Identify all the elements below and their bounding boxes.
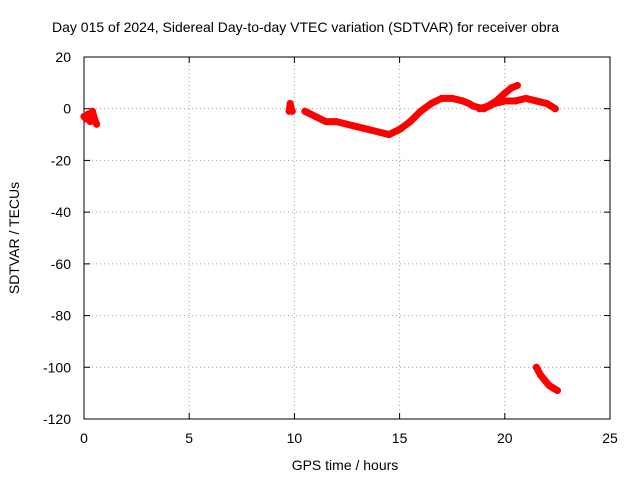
- data-point: [492, 97, 500, 105]
- grid-lines: [84, 57, 610, 419]
- data-point: [375, 128, 383, 136]
- data-point: [543, 100, 551, 108]
- data-point: [532, 97, 540, 105]
- data-point: [537, 371, 545, 379]
- y-tick-label: -40: [51, 204, 71, 220]
- x-axis-title: GPS time / hours: [292, 457, 399, 473]
- data-point: [301, 107, 309, 115]
- data-point: [448, 94, 456, 102]
- data-point: [469, 102, 477, 110]
- data-point: [322, 118, 330, 126]
- x-tick-label: 10: [287, 430, 303, 446]
- y-tick-label: -100: [43, 359, 71, 375]
- data-point: [551, 105, 559, 113]
- y-tick-label: 20: [55, 49, 71, 65]
- data-point: [427, 100, 435, 108]
- data-point: [459, 97, 467, 105]
- x-tick-label: 25: [602, 430, 618, 446]
- data-point: [532, 363, 540, 371]
- data-point: [541, 376, 549, 384]
- data-point: [288, 107, 296, 115]
- y-tick-label: -120: [43, 411, 71, 427]
- x-tick-label: 5: [185, 430, 193, 446]
- data-point: [507, 84, 515, 92]
- y-axis-title: SDTVAR / TECUs: [6, 182, 22, 294]
- data-point: [511, 97, 519, 105]
- y-tick-label: -60: [51, 256, 71, 272]
- data-point: [406, 118, 414, 126]
- data-point: [484, 102, 492, 110]
- chart-title: Day 015 of 2024, Sidereal Day-to-day VTE…: [52, 19, 559, 35]
- data-point: [513, 81, 521, 89]
- x-tick-label: 15: [392, 430, 408, 446]
- data-point: [501, 89, 509, 97]
- x-tick-label: 0: [80, 430, 88, 446]
- data-point: [332, 118, 340, 126]
- y-tick-label: -80: [51, 308, 71, 324]
- axis-ticks: 0 5 10 15 20 25 -120 -100 -80 -60 -40 -20 0 20: [43, 49, 618, 446]
- data-point: [438, 94, 446, 102]
- data-layer: [80, 81, 561, 395]
- data-point: [385, 131, 393, 139]
- data-point: [343, 120, 351, 128]
- data-point: [417, 107, 425, 115]
- x-tick-label: 20: [497, 430, 513, 446]
- data-point: [553, 387, 561, 395]
- data-point: [396, 125, 404, 133]
- data-point: [476, 105, 484, 113]
- data-point: [93, 120, 101, 128]
- y-tick-label: -20: [51, 152, 71, 168]
- data-point: [364, 125, 372, 133]
- data-point: [522, 94, 530, 102]
- data-point: [311, 112, 319, 120]
- plot-frame: [83, 56, 611, 420]
- data-point: [88, 107, 96, 115]
- y-tick-label: 0: [63, 101, 71, 117]
- data-point: [354, 123, 362, 131]
